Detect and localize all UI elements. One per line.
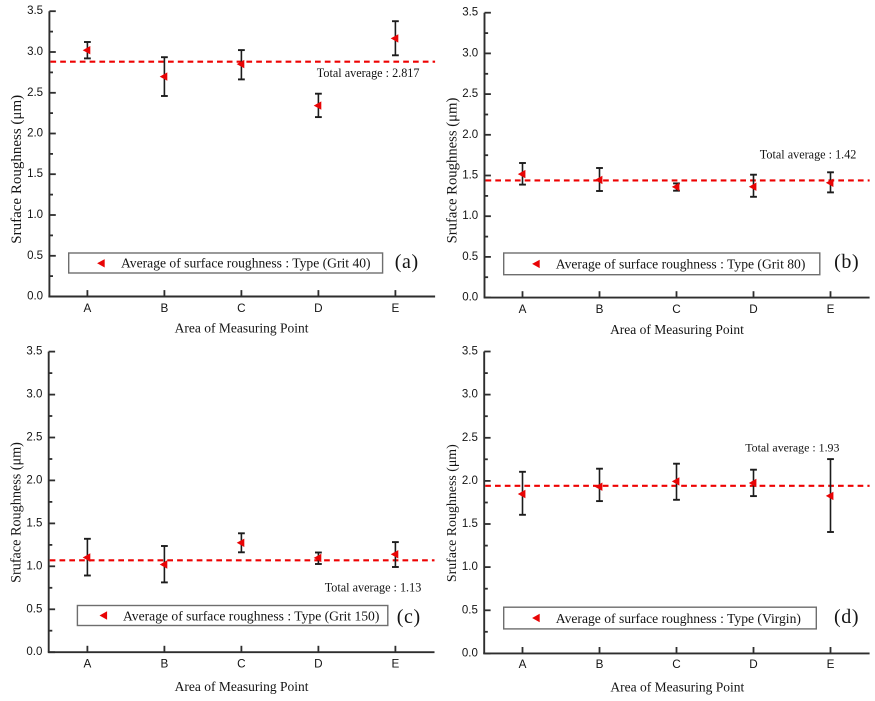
svg-text:B: B xyxy=(161,658,169,671)
svg-text:C: C xyxy=(672,658,680,671)
svg-text:A: A xyxy=(84,658,92,671)
svg-text:(b): (b) xyxy=(834,251,859,273)
svg-text:3.0: 3.0 xyxy=(462,47,478,59)
svg-text:A: A xyxy=(519,658,527,671)
svg-text:0.5: 0.5 xyxy=(462,251,478,263)
svg-text:Area of Measuring Point: Area of Measuring Point xyxy=(175,679,309,694)
svg-text:2.5: 2.5 xyxy=(462,432,478,444)
svg-text:3.5: 3.5 xyxy=(27,5,43,17)
svg-text:D: D xyxy=(749,303,757,316)
svg-text:Total average : 1.13: Total average : 1.13 xyxy=(325,580,422,594)
svg-text:B: B xyxy=(596,303,604,316)
svg-text:A: A xyxy=(519,303,527,316)
svg-text:C: C xyxy=(672,303,680,316)
svg-text:3.5: 3.5 xyxy=(462,346,478,358)
svg-text:Average of surface roughness :: Average of surface roughness : Type (Gri… xyxy=(123,608,379,624)
svg-text:2.0: 2.0 xyxy=(462,129,478,141)
svg-text:3.5: 3.5 xyxy=(462,7,478,19)
svg-text:Area of Measuring Point: Area of Measuring Point xyxy=(175,321,309,336)
svg-text:A: A xyxy=(84,302,92,315)
svg-text:2.5: 2.5 xyxy=(462,88,478,100)
svg-text:1.5: 1.5 xyxy=(26,517,42,529)
svg-text:E: E xyxy=(392,302,400,315)
svg-text:E: E xyxy=(827,303,835,316)
svg-text:Area of Measuring Point: Area of Measuring Point xyxy=(610,322,744,337)
svg-text:Sruface Roughness (μm): Sruface Roughness (μm) xyxy=(445,98,461,244)
svg-text:E: E xyxy=(392,658,400,671)
svg-text:0.5: 0.5 xyxy=(462,604,478,616)
svg-text:Total average : 2.817: Total average : 2.817 xyxy=(317,66,420,80)
svg-text:B: B xyxy=(596,658,604,671)
svg-text:Average of surface roughness :: Average of surface roughness : Type (Gri… xyxy=(556,256,806,272)
svg-text:1.5: 1.5 xyxy=(27,168,43,180)
svg-text:1.0: 1.0 xyxy=(462,210,478,222)
svg-text:1.0: 1.0 xyxy=(26,560,42,572)
svg-text:1.5: 1.5 xyxy=(462,170,478,182)
svg-text:Sruface Roughness (μm): Sruface Roughness (μm) xyxy=(9,95,25,244)
svg-text:B: B xyxy=(161,302,169,315)
svg-text:(a): (a) xyxy=(395,251,419,273)
svg-text:0.5: 0.5 xyxy=(27,250,43,262)
svg-text:2.0: 2.0 xyxy=(462,475,478,487)
svg-text:2.5: 2.5 xyxy=(27,87,43,99)
svg-text:D: D xyxy=(314,302,322,315)
svg-text:E: E xyxy=(827,658,835,671)
svg-text:Total average : 1.42: Total average : 1.42 xyxy=(760,148,857,162)
svg-text:1.0: 1.0 xyxy=(27,209,43,221)
svg-text:Average of surface roughness :: Average of surface roughness : Type (Gri… xyxy=(121,255,371,271)
svg-text:D: D xyxy=(749,658,757,671)
svg-text:D: D xyxy=(314,658,322,671)
svg-text:2.0: 2.0 xyxy=(27,128,43,140)
svg-text:3.0: 3.0 xyxy=(462,389,478,401)
svg-text:3.5: 3.5 xyxy=(26,346,42,358)
svg-text:0.0: 0.0 xyxy=(27,291,43,303)
svg-text:0.0: 0.0 xyxy=(26,646,42,658)
svg-text:Sruface Roughness (μm): Sruface Roughness (μm) xyxy=(9,442,25,583)
svg-text:(d): (d) xyxy=(834,606,859,628)
svg-text:1.0: 1.0 xyxy=(462,561,478,573)
svg-text:Area of Measuring Point: Area of Measuring Point xyxy=(610,680,744,695)
svg-text:2.5: 2.5 xyxy=(26,432,42,444)
svg-text:0.5: 0.5 xyxy=(26,603,42,615)
svg-text:C: C xyxy=(237,302,245,315)
svg-text:Total average : 1.93: Total average : 1.93 xyxy=(745,441,839,455)
svg-text:3.0: 3.0 xyxy=(27,46,43,58)
svg-text:(c): (c) xyxy=(397,606,421,628)
svg-text:0.0: 0.0 xyxy=(462,292,478,304)
svg-text:3.0: 3.0 xyxy=(26,389,42,401)
svg-text:Sruface Roughness (μm): Sruface Roughness (μm) xyxy=(445,444,460,582)
svg-text:1.5: 1.5 xyxy=(462,518,478,530)
svg-text:C: C xyxy=(237,658,245,671)
svg-text:0.0: 0.0 xyxy=(462,647,478,659)
svg-text:2.0: 2.0 xyxy=(26,474,42,486)
svg-text:Average of surface roughness :: Average of surface roughness : Type (Vir… xyxy=(556,611,801,627)
